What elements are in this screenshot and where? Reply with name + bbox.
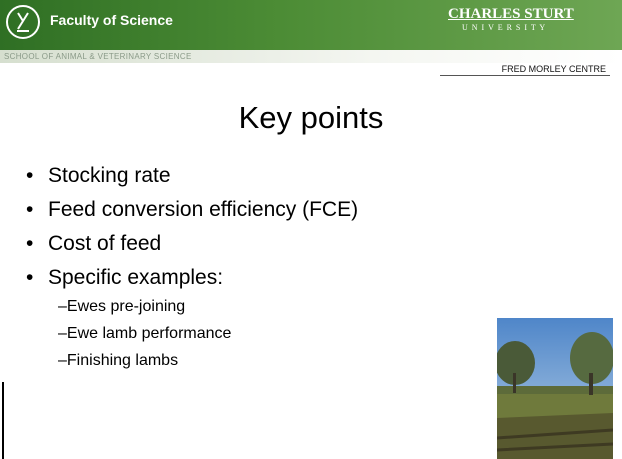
- centre-name: FRED MORLEY CENTRE: [502, 64, 606, 74]
- sub-bullet: Finishing lambs: [58, 352, 231, 379]
- bullet: Feed conversion efficiency (FCE): [26, 198, 358, 232]
- sub-bullet: Ewe lamb performance: [58, 325, 231, 352]
- divider: [440, 75, 610, 76]
- bullet-list: Stocking rateFeed conversion efficiency …: [26, 164, 358, 300]
- slide-title: Key points: [0, 100, 622, 136]
- bullet: Cost of feed: [26, 232, 358, 266]
- faculty-name: Faculty of Science: [50, 12, 173, 28]
- school-name: SCHOOL OF ANIMAL & VETERINARY SCIENCE: [4, 52, 192, 61]
- pasture-photo: [497, 318, 613, 459]
- bullet: Specific examples:: [26, 266, 358, 300]
- bullet: Stocking rate: [26, 164, 358, 198]
- faculty-logo: [6, 5, 40, 39]
- edge-line: [2, 382, 4, 459]
- sub-bullet-list: Ewes pre-joiningEwe lamb performanceFini…: [58, 298, 231, 379]
- slide: Faculty of Science CHARLES STURT U N I V…: [0, 0, 622, 459]
- sub-bullet: Ewes pre-joining: [58, 298, 231, 325]
- university-sub: U N I V E R S I T Y: [462, 23, 574, 32]
- university-logo: CHARLES STURT U N I V E R S I T Y: [448, 6, 574, 32]
- university-name: CHARLES STURT: [448, 6, 574, 23]
